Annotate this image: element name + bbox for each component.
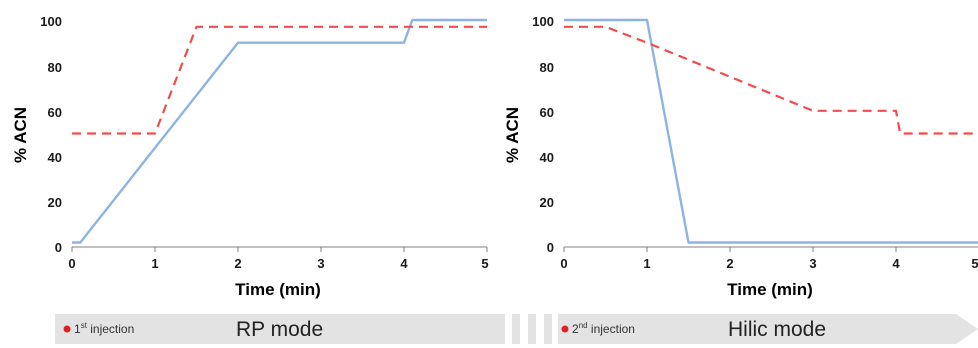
series-line-dashed xyxy=(72,25,487,135)
x-tick-label: 3 xyxy=(809,256,816,271)
injection-marker-dot xyxy=(63,325,71,333)
y-tick-label: 20 xyxy=(48,195,62,210)
y-axis-title: % ACN xyxy=(11,107,30,163)
x-tick-label: 1 xyxy=(151,256,158,271)
x-tick-label: 2 xyxy=(234,256,241,271)
timeline-band: 1st injection RP mode 2nd injection Hili… xyxy=(55,314,978,344)
timeline-gap-bar xyxy=(512,314,520,344)
mode-label-hilic: Hilic mode xyxy=(728,318,826,341)
timeline-gap-bar xyxy=(544,314,552,344)
chart-hilic: 0 20 40 60 80 100 0 1 2 3 4 5 Time (min)… xyxy=(503,14,978,299)
mode-label-rp: RP mode xyxy=(236,318,323,341)
timeline-segment-rp xyxy=(55,314,505,344)
chart-rp: 0 20 40 60 80 100 0 1 2 3 4 5 Time (min)… xyxy=(11,14,489,299)
x-tick-label: 4 xyxy=(892,256,900,271)
x-tick-label: 4 xyxy=(400,256,408,271)
y-tick-label: 80 xyxy=(48,60,62,75)
y-tick-label: 0 xyxy=(547,240,554,255)
y-tick-label: 80 xyxy=(540,60,554,75)
y-tick-label: 60 xyxy=(48,105,62,120)
y-tick-label: 0 xyxy=(55,240,62,255)
injection-label: 2nd injection xyxy=(572,321,635,336)
x-tick-label: 2 xyxy=(726,256,733,271)
x-tick-label: 5 xyxy=(971,256,978,271)
timeline-gap-bar xyxy=(528,314,536,344)
x-tick-label: 1 xyxy=(643,256,650,271)
y-tick-label: 100 xyxy=(40,14,62,29)
series-line-solid xyxy=(564,18,978,244)
x-axis-title: Time (min) xyxy=(235,280,321,299)
x-tick-label: 3 xyxy=(317,256,324,271)
plot-area xyxy=(563,18,978,252)
injection-label: 1st injection xyxy=(74,321,134,336)
x-axis-title: Time (min) xyxy=(727,280,813,299)
x-tick-label: 0 xyxy=(560,256,567,271)
plot-area xyxy=(71,18,488,252)
y-tick-label: 20 xyxy=(540,195,554,210)
series-line-solid xyxy=(72,18,487,244)
injection-marker-dot xyxy=(561,325,569,333)
x-tick-label: 0 xyxy=(68,256,75,271)
y-tick-label: 40 xyxy=(540,150,554,165)
y-tick-label: 100 xyxy=(532,14,554,29)
x-tick-label: 5 xyxy=(481,256,488,271)
y-tick-label: 40 xyxy=(48,150,62,165)
timeline-arrow xyxy=(558,314,978,344)
y-axis-title: % ACN xyxy=(503,107,522,163)
series-line-dashed xyxy=(564,25,978,135)
y-tick-label: 60 xyxy=(540,105,554,120)
